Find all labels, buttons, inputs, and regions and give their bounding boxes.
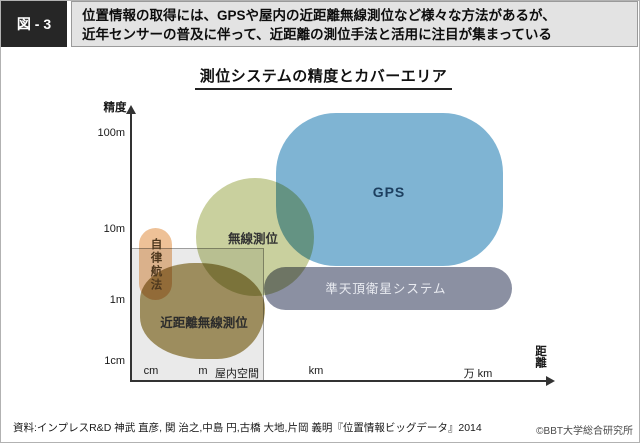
y-axis-arrow-icon <box>126 105 136 114</box>
y-axis-line <box>130 113 132 381</box>
x-axis-title: 距離 <box>534 345 546 368</box>
figure-number-badge: 図 - 3 <box>1 1 67 47</box>
y-tick-1m: 1m <box>109 294 125 306</box>
bubble-short-range-wireless <box>140 263 265 359</box>
y-tick-100m: 100m <box>97 127 125 139</box>
bubble-quasi-zenith-satellite <box>264 267 512 310</box>
x-axis-arrow-icon <box>546 376 555 386</box>
x-axis-line <box>130 380 547 382</box>
y-tick-1cm: 1cm <box>104 355 125 367</box>
indoor-area-label: 屋内空間 <box>215 368 259 380</box>
x-tick-km: km <box>308 365 324 377</box>
bubble-label-autonomous-navigation: 自律航法 <box>149 238 162 292</box>
source-citation: 資料:インプレスR&D 神武 直彦, 関 治之,中島 円,古橋 大地,片岡 義明… <box>13 422 482 434</box>
header-line-2: 近年センサーの普及に伴って、近距離の測位手法と活用に注目が集まっている <box>82 27 552 42</box>
figure-number-label: 図 - 3 <box>16 16 52 32</box>
bubble-label-gps: GPS <box>372 184 406 200</box>
bubble-label-short-range-wireless: 近距離無線測位 <box>160 316 248 330</box>
x-tick-10000km: 万 km <box>463 368 493 380</box>
x-tick-cm: cm <box>143 365 159 377</box>
y-tick-10m: 10m <box>103 223 125 235</box>
header-line-1: 位置情報の取得には、GPSや屋内の近距離無線測位など様々な方法があるが、 <box>82 8 556 23</box>
copyright-notice: ©BBT大学総合研究所 <box>536 426 633 437</box>
chart-title: 測位システムの精度とカバーエリア <box>194 65 453 90</box>
header-message-box: 位置情報の取得には、GPSや屋内の近距離無線測位など様々な方法があるが、 近年セ… <box>71 1 638 47</box>
chart-title-wrap: 測位システムの精度とカバーエリア <box>91 65 556 90</box>
bubble-label-wireless-positioning: 無線測位 <box>227 232 278 246</box>
x-tick-m: m <box>198 365 208 377</box>
y-axis-title: 精度 <box>103 102 127 114</box>
bubble-label-quasi-zenith-satellite: 準天頂衛星システム <box>325 282 447 296</box>
